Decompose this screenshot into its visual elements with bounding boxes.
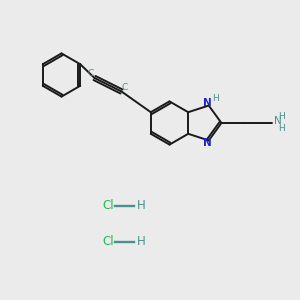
Text: H: H [136,199,145,212]
Text: H: H [212,94,219,103]
Text: N: N [274,116,281,126]
Text: H: H [278,124,285,133]
Text: Cl: Cl [102,235,114,248]
Text: H: H [278,112,285,121]
Text: N: N [203,138,212,148]
Text: N: N [203,98,212,108]
Text: H: H [136,235,145,248]
Text: C: C [88,69,94,78]
Text: C: C [122,83,128,92]
Text: Cl: Cl [102,199,114,212]
